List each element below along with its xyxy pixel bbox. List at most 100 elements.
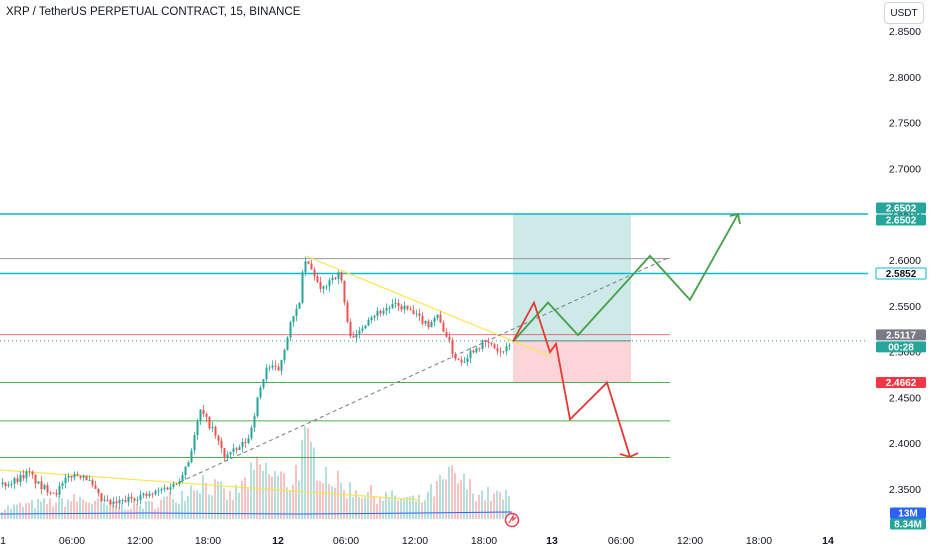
volume-bar bbox=[250, 462, 252, 519]
volume-bar bbox=[487, 486, 489, 519]
price-tick-label: 2.5500 bbox=[889, 301, 921, 313]
volume-bar bbox=[130, 508, 132, 519]
candle-body bbox=[343, 280, 346, 303]
volume-bar bbox=[370, 484, 372, 519]
volume-bar bbox=[55, 502, 57, 519]
volume-bar bbox=[448, 466, 450, 519]
volume-bar bbox=[91, 503, 93, 519]
candle-body bbox=[508, 345, 511, 347]
volume-bar bbox=[472, 493, 474, 519]
volume-bar bbox=[400, 498, 402, 519]
volume-bar bbox=[406, 497, 408, 519]
candle-body bbox=[466, 358, 469, 362]
volume-bar bbox=[28, 502, 30, 519]
volume-bar bbox=[295, 464, 297, 519]
badge-bg bbox=[876, 214, 926, 226]
volume-bar bbox=[433, 496, 435, 519]
candle-body bbox=[247, 438, 250, 444]
time-axis-bg bbox=[0, 530, 868, 550]
candle-body bbox=[367, 320, 370, 326]
currency-button[interactable]: USDT bbox=[884, 2, 924, 24]
candle-body bbox=[241, 441, 244, 448]
candle-body bbox=[124, 500, 127, 502]
volume-bar bbox=[49, 498, 51, 519]
volume-bar bbox=[412, 495, 414, 519]
volume-bar bbox=[358, 497, 360, 519]
volume-bar bbox=[253, 469, 255, 519]
volume-bar bbox=[190, 485, 192, 519]
volume-bar bbox=[283, 473, 285, 519]
candle-body bbox=[100, 493, 103, 501]
candle-body bbox=[112, 501, 115, 505]
candle-body bbox=[427, 320, 430, 328]
projected-paths bbox=[512, 212, 741, 458]
candle-body bbox=[430, 322, 433, 328]
volume-bar bbox=[13, 504, 15, 519]
badge-text: 00:28 bbox=[888, 342, 914, 353]
volume-bar bbox=[397, 500, 399, 519]
volume-bar bbox=[382, 500, 384, 519]
volume-bar bbox=[394, 495, 396, 519]
time-axis: 1 06:00 12:00 18:00 12 06:00 12:00 18:00 13 06:00… bbox=[0, 530, 868, 550]
candle-body bbox=[271, 365, 274, 368]
time-tick-label: 12:00 bbox=[127, 535, 153, 547]
volume-bar bbox=[100, 499, 102, 519]
candle-body bbox=[4, 482, 7, 487]
candle-body bbox=[199, 409, 202, 422]
upper-trendline bbox=[305, 255, 553, 358]
volume-bar bbox=[310, 441, 312, 519]
candle-body bbox=[250, 427, 253, 439]
volume-bar bbox=[184, 501, 186, 519]
stop-zone bbox=[513, 341, 631, 383]
volume-bar bbox=[319, 481, 321, 519]
candle-body bbox=[103, 499, 106, 501]
candle-body bbox=[442, 322, 445, 332]
candle-body bbox=[157, 490, 160, 492]
candle-body bbox=[301, 272, 304, 303]
candle-body bbox=[277, 366, 280, 371]
volume-bar bbox=[112, 504, 114, 519]
candle-body bbox=[160, 489, 163, 491]
volume-bar bbox=[463, 473, 465, 519]
volume-bar bbox=[493, 493, 495, 519]
badge-bg bbox=[876, 329, 926, 341]
candle-body bbox=[481, 340, 484, 349]
volume-bar bbox=[265, 462, 267, 519]
candle-body bbox=[151, 493, 154, 495]
price-badge: 8.34M bbox=[890, 518, 926, 531]
volume-bar bbox=[163, 496, 165, 519]
candle-body bbox=[469, 350, 472, 359]
candle-body bbox=[19, 474, 22, 483]
volume-bar bbox=[76, 501, 78, 519]
volume-bar bbox=[172, 498, 174, 519]
volume-bar bbox=[202, 475, 204, 519]
time-tick-label: 12 bbox=[272, 535, 284, 547]
candle-body bbox=[484, 340, 487, 342]
volume-bar bbox=[460, 479, 462, 519]
volume-bar bbox=[139, 505, 141, 519]
candle-body bbox=[328, 280, 331, 287]
candle-body bbox=[115, 501, 118, 504]
candle-body bbox=[307, 261, 310, 264]
candle-body bbox=[196, 421, 199, 436]
volume-bar bbox=[1, 512, 3, 519]
volume-bar bbox=[388, 498, 390, 519]
candle-body bbox=[475, 348, 478, 353]
candle-body bbox=[142, 493, 145, 496]
chart-title: XRP / TetherUS PERPETUAL CONTRACT, 15, B… bbox=[6, 6, 301, 18]
candle-body bbox=[91, 479, 94, 486]
candle-body bbox=[445, 331, 448, 337]
volume-bar bbox=[451, 465, 453, 519]
replay-icon bbox=[504, 512, 520, 528]
candle-body bbox=[331, 277, 334, 281]
candle-body bbox=[394, 302, 397, 305]
candle-body bbox=[322, 286, 325, 289]
candle-body bbox=[358, 330, 361, 334]
dashed-trendline bbox=[179, 256, 671, 483]
time-tick-label: 13 bbox=[546, 535, 558, 547]
volume-bar bbox=[277, 475, 279, 519]
price-tick-label: 2.6000 bbox=[889, 255, 921, 267]
candles bbox=[1, 256, 511, 509]
